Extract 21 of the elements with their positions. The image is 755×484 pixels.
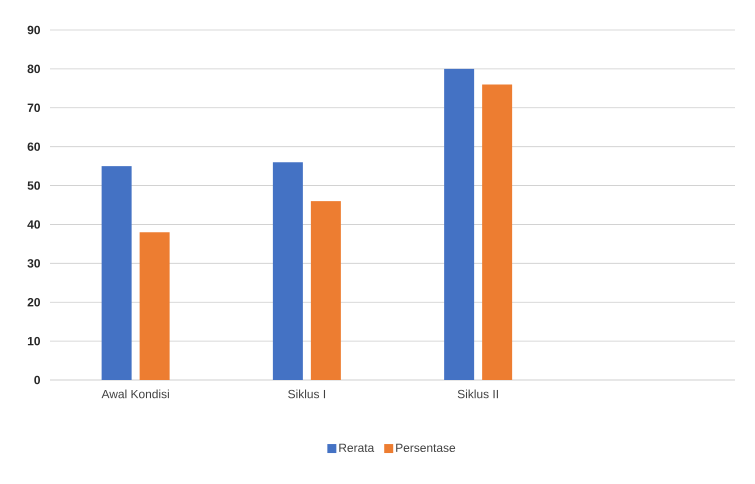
bar [482,84,512,380]
y-tick-label: 90 [28,26,40,34]
y-tick-label: 20 [28,298,40,306]
y-tick-label: 50 [28,181,40,190]
y-tick-label: 70 [28,104,40,112]
bar [444,68,474,380]
y-tick-label: 0 [34,376,40,384]
bar [140,232,170,380]
legend-label: Persentase [396,444,456,452]
x-tick-label: Awal Kondisi [102,390,169,398]
y-tick-label: 10 [28,336,40,346]
y-tick-label: 60 [28,142,40,151]
x-tick-label: Siklus I [288,390,326,398]
legend-label: Rerata [339,444,374,452]
y-tick-label: 30 [27,259,40,268]
y-tick-label: 40 [27,220,40,229]
bar [310,201,341,380]
y-tick-label: 80 [28,64,40,74]
bar [102,166,132,380]
x-tick-label: Siklus II [458,390,498,398]
bar [272,162,303,380]
